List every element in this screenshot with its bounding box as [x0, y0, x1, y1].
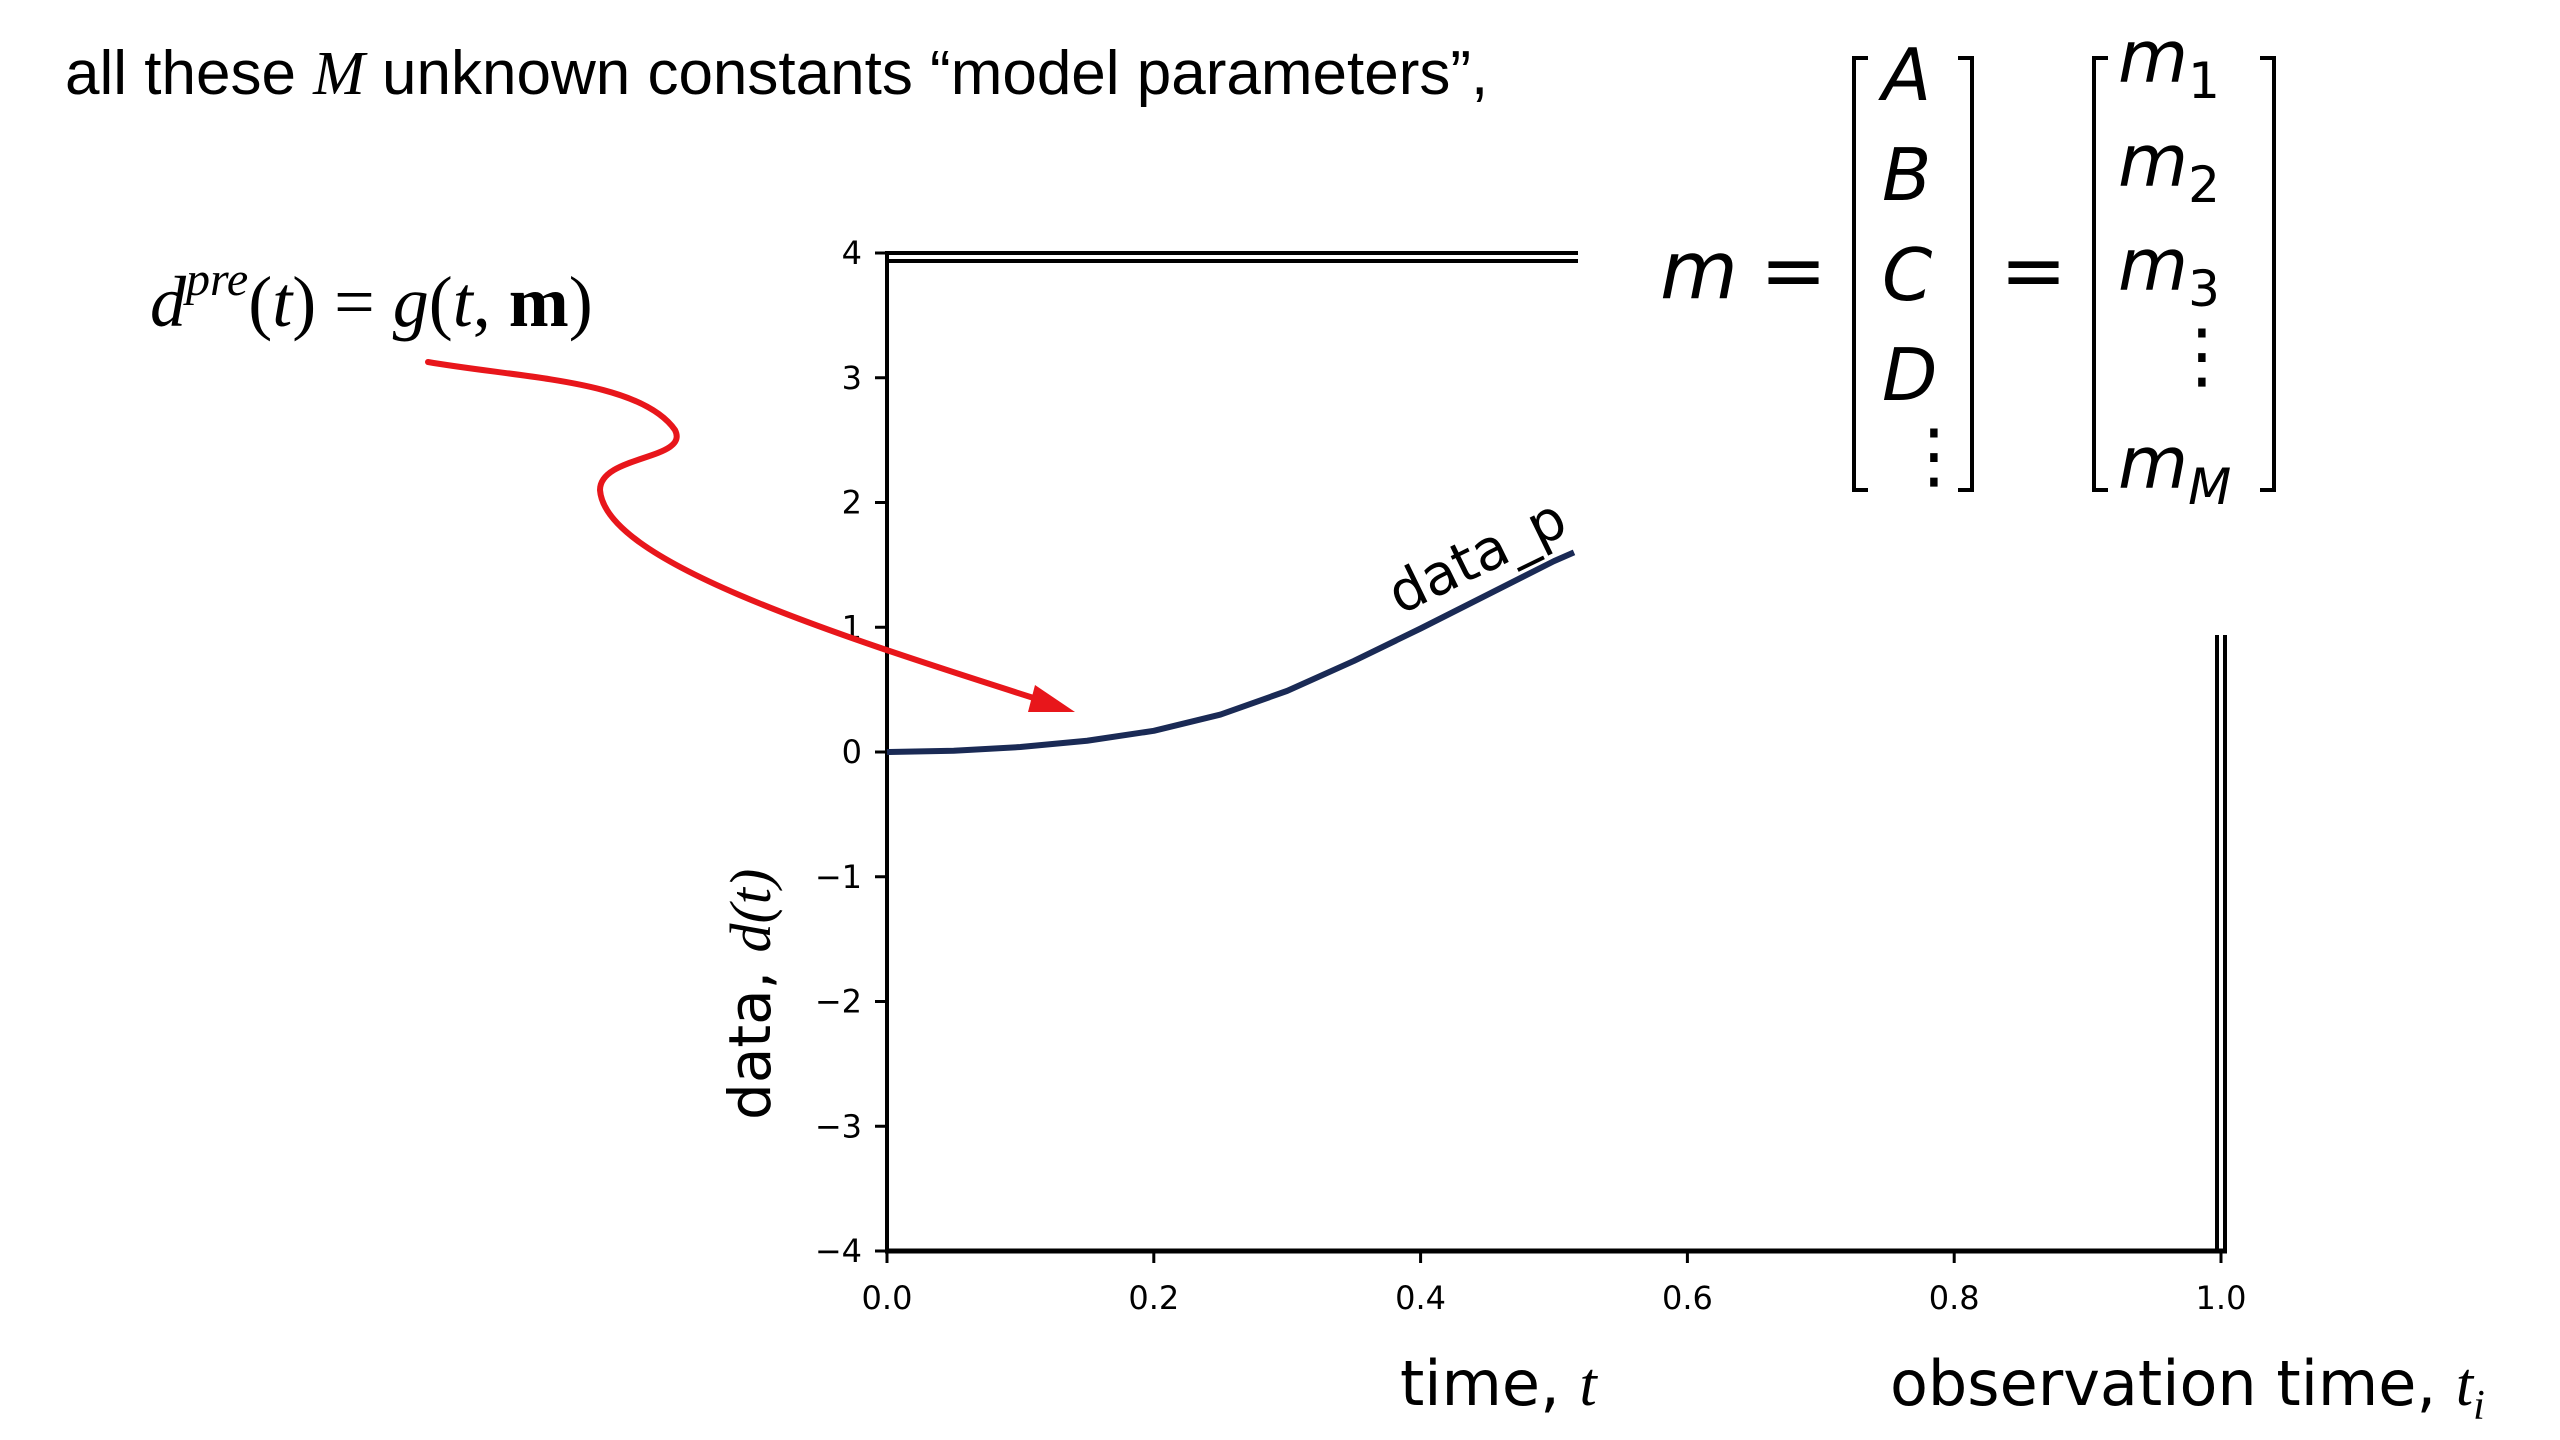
- x-tick-label: 0.8: [1929, 1279, 1980, 1317]
- y-axis-label-math: d(t): [718, 869, 783, 953]
- right-vector-entry: mM: [2118, 421, 2231, 516]
- right-vector-entry: m3: [2118, 223, 2220, 318]
- left-vector-bracket-open: [1852, 56, 1868, 492]
- y-tick-label: 0: [842, 733, 862, 771]
- eq-d: d: [150, 262, 186, 342]
- y-tick-label: −2: [815, 983, 862, 1021]
- right-vector-entry: m2: [2118, 119, 2220, 214]
- right-vector-bracket-open: [2092, 56, 2108, 492]
- headline-after: unknown constants “model parameters”,: [364, 39, 1489, 108]
- x-tick-label: 0.4: [1395, 1279, 1446, 1317]
- right-vector-bracket-close: [2260, 56, 2276, 492]
- curve-layer: [886, 549, 1576, 755]
- data-curve: [886, 549, 1576, 755]
- left-vector-vdots: ⋮: [1898, 413, 1970, 497]
- curve-label: data_p: [1378, 486, 1577, 628]
- occlusion-box: [1578, 30, 2278, 635]
- eq-paren-close: ): [568, 262, 593, 342]
- x-ticks: 0.0 0.2 0.4 0.6 0.8 1.0: [862, 1251, 2247, 1317]
- headline-var: M: [313, 40, 365, 108]
- y-tick-label: −1: [815, 858, 862, 896]
- left-vector-B: B: [1882, 133, 1931, 217]
- headline: all these M unknown constants “model par…: [65, 38, 1488, 110]
- left-vector-D: D: [1882, 333, 1937, 417]
- x-tick-label: 0.2: [1128, 1279, 1179, 1317]
- x-axis-label-math: t: [1580, 1351, 1599, 1419]
- eq-equals: ) =: [292, 262, 393, 342]
- eq-m-bold: m: [508, 262, 569, 342]
- y-tick-label: −4: [815, 1232, 862, 1270]
- right-vector-entry: ⋮: [2166, 313, 2238, 397]
- y-tick-label: 2: [842, 484, 862, 522]
- eq-g: g: [392, 262, 429, 342]
- left-vector-bracket-close: [1958, 56, 1974, 492]
- y-axis-label-text: data,: [716, 952, 784, 1120]
- y-axis-label: data, d(t): [716, 869, 784, 1120]
- predicted-data-equation: dpre(t) = g(t, m): [150, 253, 593, 344]
- x-axis-label: time, t: [1400, 1347, 1599, 1420]
- red-arrow: [425, 359, 1075, 712]
- eq-paren-open-2: (: [428, 262, 453, 342]
- eq-paren-open: (: [248, 262, 273, 342]
- eq-t2: t: [452, 262, 473, 342]
- observation-time-label: observation time, ti: [1890, 1347, 2485, 1429]
- headline-before: all these: [65, 39, 314, 108]
- left-vector-A: A: [1878, 33, 1931, 117]
- vector-equals-2: =: [2000, 224, 2067, 317]
- left-vector-C: C: [1882, 233, 1933, 317]
- observation-time-sub: i: [2473, 1383, 2485, 1429]
- right-vector-entry: m1: [2118, 15, 2220, 110]
- observation-time-text: observation time,: [1890, 1347, 2456, 1420]
- x-tick-label: 0.0: [862, 1279, 913, 1317]
- eq-t1: t: [272, 262, 293, 342]
- y-tick-label: 4: [842, 234, 862, 272]
- y-tick-label: −3: [815, 1107, 862, 1145]
- eq-pre-superscript: pre: [186, 253, 249, 306]
- red-arrowhead: [1028, 685, 1075, 712]
- observation-time-math: t: [2456, 1351, 2475, 1419]
- vector-equals-1: =: [1760, 224, 1827, 317]
- x-tick-label: 1.0: [2196, 1279, 2247, 1317]
- x-tick-label: 0.6: [1662, 1279, 1713, 1317]
- vector-lhs-m: m: [1660, 224, 1738, 317]
- eq-comma: ,: [472, 262, 509, 342]
- red-arrow-path: [425, 359, 1043, 703]
- y-tick-label: 3: [842, 359, 862, 397]
- x-axis-label-text: time,: [1400, 1347, 1580, 1420]
